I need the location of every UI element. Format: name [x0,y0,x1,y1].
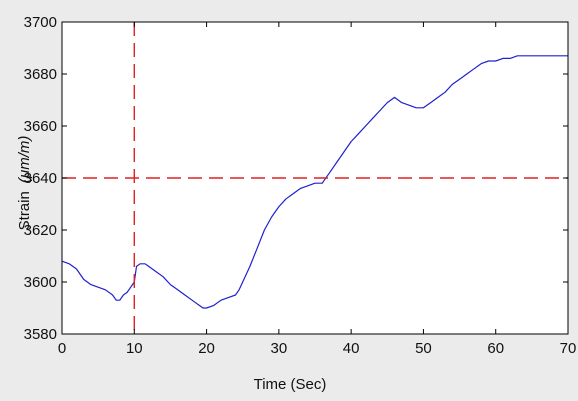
y-tick-label: 3700 [24,14,57,31]
x-tick-label: 0 [58,340,66,357]
plot-area: 0 10 20 30 40 50 60 70 3580 3600 3620 3640 3660 3680 3… [24,14,577,357]
y-tick-label: 3640 [24,170,57,187]
y-tick-label: 3600 [24,274,57,291]
y-tick-label: 3580 [24,326,57,343]
x-tick-label: 70 [560,340,577,357]
y-axis-label: Strain (μm/m) [16,136,33,231]
x-tick-label: 50 [415,340,432,357]
x-tick-label: 20 [198,340,215,357]
x-tick-label: 60 [487,340,504,357]
x-tick-label: 30 [271,340,288,357]
x-tick-label: 10 [126,340,143,357]
x-axis-label: Time (Sec) [254,376,327,393]
x-tick-label: 40 [343,340,360,357]
y-axis-label-text: Strain [16,191,33,230]
y-tick-label: 3660 [24,118,57,135]
y-tick-label: 3680 [24,66,57,83]
y-axis-label-unit: (μm/m) [16,136,33,183]
y-tick-label: 3620 [24,222,57,239]
